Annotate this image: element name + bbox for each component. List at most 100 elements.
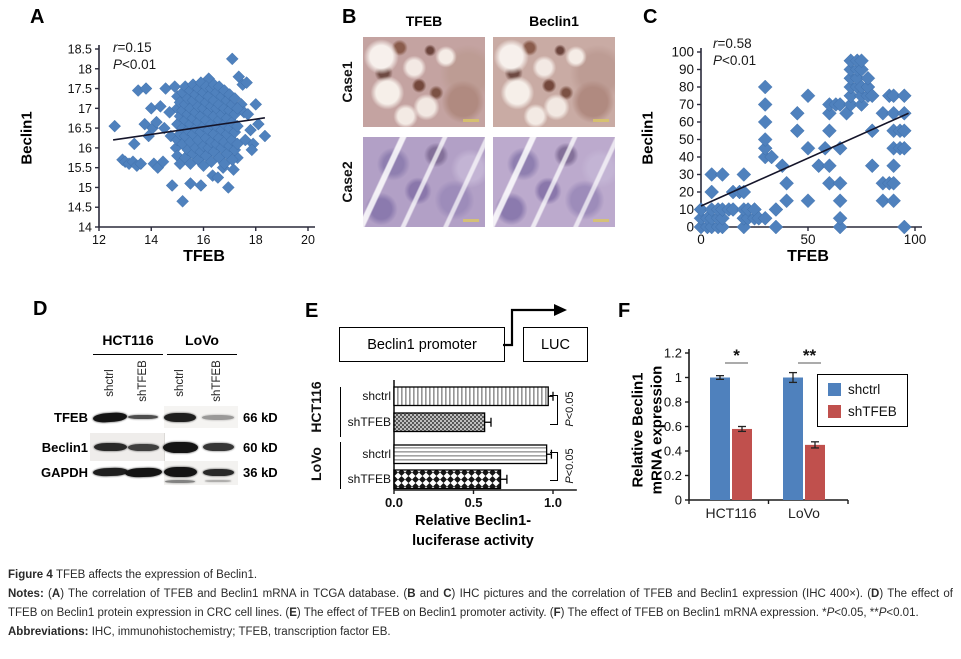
panel-f-legend: shctrl shTFEB bbox=[817, 374, 908, 427]
svg-text:17.5: 17.5 bbox=[68, 82, 92, 96]
blot-band-gapdh-lane3 bbox=[163, 467, 197, 477]
panel-e-group-bracket-hct116 bbox=[340, 387, 341, 437]
svg-text:0: 0 bbox=[675, 493, 682, 508]
svg-text:0.2: 0.2 bbox=[664, 468, 682, 483]
panel-d-lane-label-2: shTFEB bbox=[137, 360, 149, 402]
panel-b-row-label-case1: Case1 bbox=[339, 61, 355, 103]
svg-text:1: 1 bbox=[675, 370, 682, 385]
svg-text:20: 20 bbox=[679, 185, 694, 200]
svg-text:17: 17 bbox=[78, 102, 92, 116]
legend-label-shtfeb: shTFEB bbox=[848, 404, 897, 419]
panel-c-p-value: <0.01 bbox=[722, 53, 757, 68]
blot-band-tfeb-lane1 bbox=[92, 411, 128, 423]
scale-bar bbox=[463, 119, 479, 122]
panel-c-r-symbol: r bbox=[713, 36, 718, 51]
transcription-arrow-icon bbox=[503, 304, 567, 347]
svg-text:LoVo: LoVo bbox=[788, 505, 820, 521]
svg-text:14.5: 14.5 bbox=[68, 201, 92, 215]
svg-text:80: 80 bbox=[679, 80, 694, 95]
panel-c-r-value: =0.58 bbox=[717, 36, 752, 51]
panel-c-y-axis-title: Beclin1 bbox=[639, 111, 657, 165]
svg-text:100: 100 bbox=[671, 45, 694, 60]
panel-e-sig-bracket-lovo bbox=[550, 452, 558, 481]
shctrl-color-swatch bbox=[828, 383, 841, 396]
blot-band-tfeb-lane4 bbox=[202, 414, 234, 420]
panel-a-label: A bbox=[30, 6, 45, 28]
panel-f-label: F bbox=[618, 300, 631, 322]
panel-e-pvalue-lovo: P<0.05 bbox=[564, 448, 576, 484]
panel-e-bar-chart: 0.0 0.5 1.0 bbox=[385, 380, 577, 510]
svg-text:20: 20 bbox=[301, 233, 315, 247]
panel-e-label: E bbox=[305, 300, 319, 322]
beclin1-promoter-text: Beclin1 promoter bbox=[367, 336, 477, 353]
svg-text:0.4: 0.4 bbox=[664, 444, 682, 459]
panel-e-sig-bracket-hct116 bbox=[550, 395, 558, 425]
ihc-image-case1-tfeb bbox=[363, 37, 485, 127]
panel-b-row-label-case2: Case2 bbox=[339, 161, 355, 203]
svg-text:18: 18 bbox=[249, 233, 263, 247]
panel-b-label: B bbox=[342, 6, 357, 28]
svg-text:**: ** bbox=[803, 346, 817, 365]
svg-text:16: 16 bbox=[78, 141, 92, 155]
panel-a-x-axis-title: TFEB bbox=[183, 248, 225, 265]
blot-band-beclin1-lane4 bbox=[202, 443, 234, 451]
figure-caption: Figure 4 TFEB affects the expression of … bbox=[8, 566, 953, 642]
panel-d-lane-label-4: shTFEB bbox=[211, 360, 223, 402]
svg-text:40: 40 bbox=[679, 150, 694, 165]
legend-item-shctrl: shctrl bbox=[828, 382, 897, 397]
ihc-image-case1-beclin1 bbox=[493, 37, 615, 127]
panel-d-underline-hct116 bbox=[93, 354, 163, 355]
panel-d-cellline-hct116: HCT116 bbox=[102, 332, 154, 348]
svg-text:16: 16 bbox=[197, 233, 211, 247]
panel-d-label: D bbox=[33, 298, 48, 320]
panel-a-r-value: =0.15 bbox=[117, 40, 152, 55]
ihc-image-case2-beclin1 bbox=[493, 137, 615, 227]
panel-c-p-symbol: P bbox=[713, 53, 723, 68]
svg-text:HCT116: HCT116 bbox=[705, 505, 756, 521]
panel-e-bar-label-2: shTFEB bbox=[347, 415, 391, 429]
panel-e-x-axis-title-line1: Relative Beclin1- bbox=[414, 513, 532, 529]
panel-d-kd-label-66: 66 kD bbox=[243, 410, 278, 425]
svg-text:90: 90 bbox=[679, 62, 694, 77]
svg-text:15: 15 bbox=[78, 181, 92, 195]
panel-d-underline-lovo bbox=[167, 354, 237, 355]
panel-e-bar-label-3: shctrl bbox=[362, 447, 391, 461]
svg-text:70: 70 bbox=[679, 97, 694, 112]
svg-text:16.5: 16.5 bbox=[68, 122, 92, 136]
panel-f-bar-chart: 0 0.2 0.4 0.6 0.8 1 1.2 HCT116 * LoVo ** bbox=[664, 346, 849, 521]
svg-text:50: 50 bbox=[800, 232, 815, 247]
svg-text:100: 100 bbox=[904, 232, 927, 247]
panel-b-column-header-tfeb: TFEB bbox=[405, 13, 443, 29]
panel-e-pvalue-hct116: P<0.05 bbox=[564, 391, 576, 427]
panel-e-x-axis-title-line2: luciferase activity bbox=[412, 532, 534, 549]
svg-text:0.0: 0.0 bbox=[385, 495, 403, 510]
blot-band-beclin1-lane1 bbox=[93, 443, 127, 451]
panel-d-protein-label-tfeb: TFEB bbox=[54, 410, 88, 425]
panel-d-protein-label-gapdh: GAPDH bbox=[41, 465, 88, 480]
panel-a-p-value: <0.01 bbox=[122, 57, 157, 72]
caption-notes: Notes: (A) The correlation of TFEB and B… bbox=[8, 588, 953, 620]
blot-band-tfeb-lane3 bbox=[164, 412, 196, 422]
caption-abbreviations: Abbreviations: IHC, immunohistochemistry… bbox=[8, 626, 391, 639]
svg-text:18.5: 18.5 bbox=[68, 43, 92, 57]
panel-e-group-label-lovo: LoVo bbox=[308, 447, 324, 481]
panel-d-protein-label-beclin1: Beclin1 bbox=[41, 440, 88, 455]
scale-bar bbox=[593, 219, 609, 222]
panel-e-x-axis-title: Relative Beclin1- luciferase activity bbox=[373, 512, 573, 551]
blot-band-beclin1-lane3 bbox=[162, 441, 198, 453]
svg-text:30: 30 bbox=[679, 167, 694, 182]
blot-band-gapdh-lane4 bbox=[202, 468, 234, 476]
legend-item-shtfeb: shTFEB bbox=[828, 404, 897, 419]
panel-a-y-axis-title: Beclin1 bbox=[18, 111, 36, 165]
panel-d-cellline-lovo: LoVo bbox=[185, 332, 219, 348]
shtfeb-color-swatch bbox=[828, 405, 841, 418]
panel-a-p-symbol: P bbox=[113, 57, 123, 72]
panel-c-label: C bbox=[643, 6, 658, 28]
scale-bar bbox=[593, 119, 609, 122]
panel-a-stats: r=0.15 P<0.01 bbox=[113, 39, 156, 73]
blot-band-beclin1-lane2 bbox=[127, 443, 159, 451]
blot-band-gapdh-lane3 bbox=[165, 479, 195, 483]
panel-b-column-header-beclin1: Beclin1 bbox=[529, 13, 579, 29]
panel-c-x-axis-title: TFEB bbox=[787, 248, 829, 265]
